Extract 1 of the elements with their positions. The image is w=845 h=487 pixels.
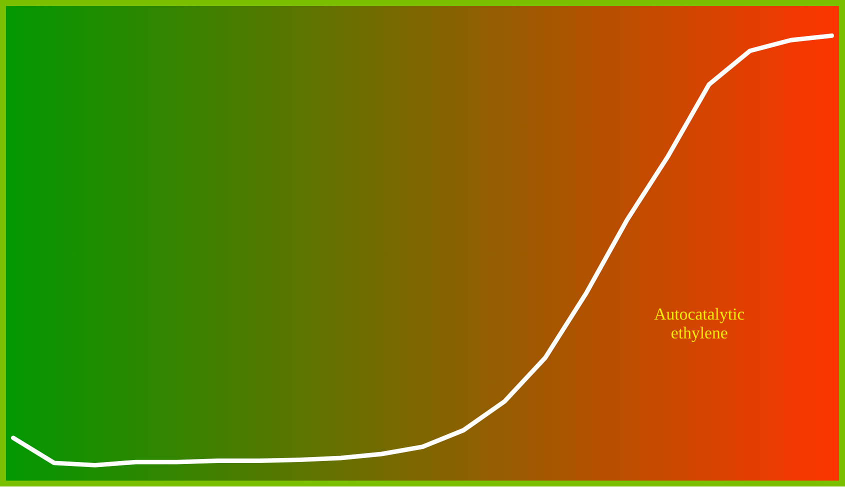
annotation: Autocatalytic ethylene bbox=[654, 308, 744, 342]
